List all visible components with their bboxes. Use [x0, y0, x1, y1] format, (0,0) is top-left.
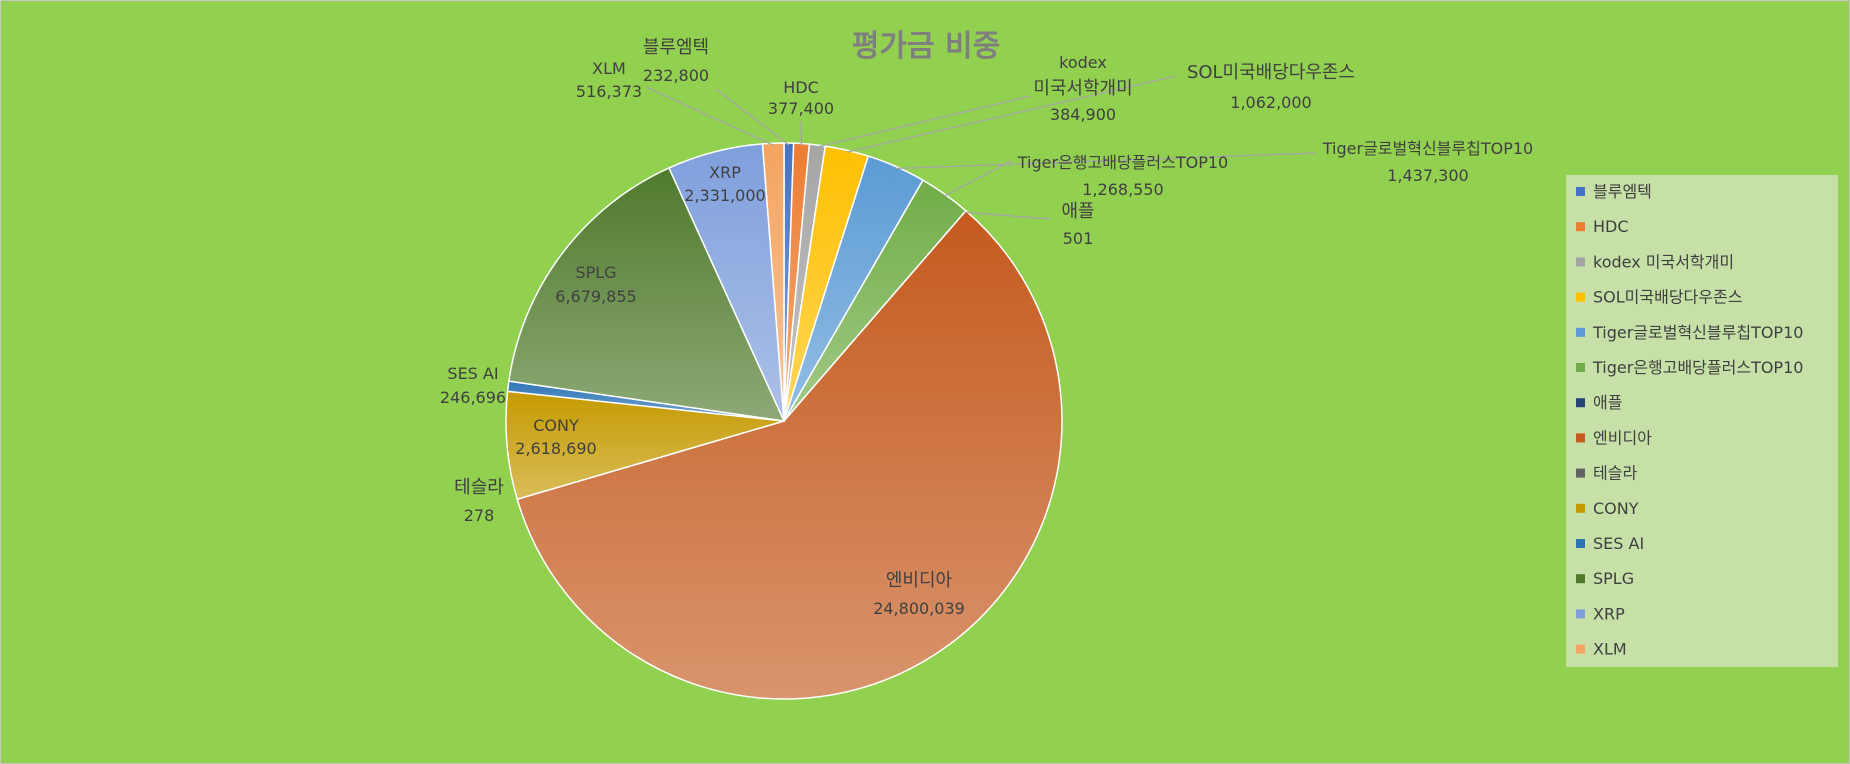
legend-swatch-2 — [1576, 257, 1585, 267]
data-label-value-9: 2,618,690 — [515, 439, 596, 458]
legend-label-12: XRP — [1593, 604, 1625, 623]
legend-swatch-5 — [1576, 363, 1585, 372]
data-label-name-3: SOL미국배당다우존스 — [1187, 62, 1355, 83]
data-label-value-6: 501 — [1063, 229, 1094, 248]
legend-label-7: 엔비디아 — [1593, 428, 1652, 447]
pie-slice-11 — [508, 166, 786, 422]
legend: 블루엠텍 HDC kodex 미국서학개미 SOL미국배당다우존스 Tiger글로벌혁신… — [1566, 175, 1838, 667]
legend-label-6: 애플 — [1593, 393, 1622, 412]
legend-label-13: XLM — [1593, 640, 1627, 659]
legend-swatch-7 — [1576, 433, 1585, 443]
data-label-value-5: 1,268,550 — [1082, 180, 1163, 199]
data-label-value-2: 384,900 — [1050, 105, 1116, 124]
data-label-name-5: Tiger은행고배당플러스TOP10 — [1017, 153, 1228, 172]
legend-label-9: CONY — [1593, 499, 1639, 518]
legend-label-2: kodex 미국서학개미 — [1593, 252, 1734, 271]
legend-swatch-6 — [1576, 398, 1585, 408]
leader-line-5 — [943, 160, 1012, 197]
legend-label-3: SOL미국배당다우존스 — [1593, 288, 1742, 307]
data-label-value-11: 6,679,855 — [555, 287, 636, 306]
data-label-value-4: 1,437,300 — [1387, 166, 1468, 185]
legend-swatch-12 — [1576, 609, 1585, 619]
leader-line-6 — [964, 211, 1052, 220]
leader-line-4 — [895, 152, 1317, 170]
legend-label-4: Tiger글로벌혁신블루칩TOP10 — [1592, 323, 1803, 342]
legend-swatch-13 — [1576, 644, 1585, 654]
legend-box — [1566, 175, 1838, 667]
legend-swatch-3 — [1576, 292, 1585, 302]
legend-label-8: 테슬라 — [1593, 464, 1637, 483]
data-label-value-3: 1,062,000 — [1230, 93, 1311, 112]
pie-slice-7 — [516, 209, 1063, 700]
data-label-name-2: kodex — [1059, 53, 1107, 72]
legend-swatch-8 — [1576, 468, 1585, 478]
data-label-name-4: Tiger글로벌혁신블루칩TOP10 — [1322, 139, 1533, 158]
data-label-name-13: XLM — [592, 59, 626, 78]
pie-slice-13 — [761, 142, 785, 422]
legend-swatch-1 — [1576, 222, 1585, 232]
data-label-name-2-b: 미국서학개미 — [1033, 78, 1132, 99]
data-label-name-9: CONY — [533, 416, 579, 435]
data-label-value-12: 2,331,000 — [684, 186, 765, 205]
data-label-value-0: 232,800 — [643, 66, 709, 85]
data-label-value-13: 516,373 — [576, 82, 642, 101]
leader-line-13 — [645, 86, 774, 146]
leader-line-3 — [846, 75, 1177, 153]
data-label-name-7: 엔비디아 — [886, 570, 953, 591]
data-label-name-11: SPLG — [575, 263, 616, 282]
legend-swatch-10 — [1576, 539, 1585, 548]
data-label-name-1: HDC — [783, 78, 819, 97]
data-label-value-7: 24,800,039 — [873, 599, 965, 618]
chart-title: 평가금 비중 — [852, 29, 1000, 64]
legend-swatch-9 — [1576, 503, 1585, 513]
data-label-name-6: 애플 — [1061, 201, 1094, 222]
legend-swatch-4 — [1576, 327, 1585, 337]
data-label-value-1: 377,400 — [768, 99, 834, 118]
pie-slices — [505, 142, 1063, 700]
data-label-name-10: SES AI — [447, 364, 498, 383]
legend-swatch-11 — [1576, 574, 1585, 584]
legend-label-10: SES AI — [1593, 534, 1644, 553]
data-label-name-0: 블루엠텍 — [643, 37, 709, 58]
data-label-value-8: 278 — [464, 506, 495, 525]
leader-line-2 — [816, 95, 1032, 148]
data-label-name-12: XRP — [709, 163, 741, 182]
legend-label-1: HDC — [1593, 217, 1629, 236]
data-label-value-10: 246,696 — [440, 388, 506, 407]
leader-line-0 — [715, 88, 790, 146]
data-label-name-8: 테슬라 — [454, 477, 504, 498]
legend-label-0: 블루엠텍 — [1593, 182, 1652, 201]
leader-lines — [645, 75, 1317, 220]
legend-label-11: SPLG — [1593, 569, 1634, 588]
legend-swatch-0 — [1576, 187, 1585, 196]
legend-label-5: Tiger은행고배당플러스TOP10 — [1592, 358, 1803, 377]
data-labels: 블루엠텍 232,800 HDC 377,400 kodex 미국서학개미 384,900 S… — [440, 37, 1533, 618]
